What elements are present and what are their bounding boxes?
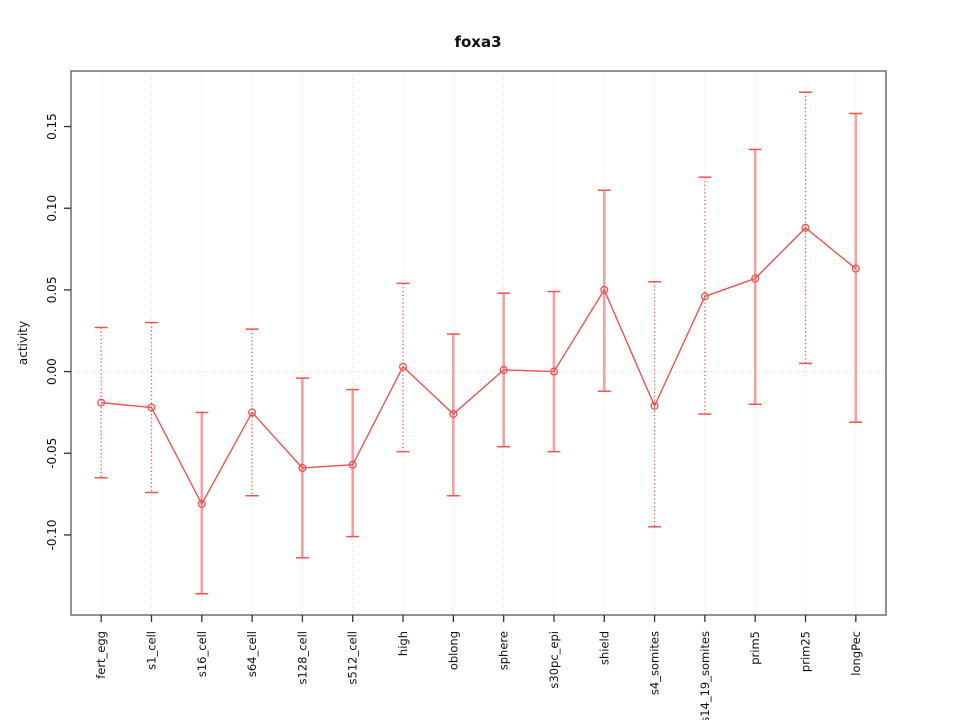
data-point [650, 401, 659, 410]
x-tick-label: s16_cell [195, 631, 209, 677]
data-point [348, 460, 357, 469]
data-point [147, 403, 156, 412]
data-point [600, 285, 609, 294]
y-tick-label: -0.10 [45, 519, 59, 550]
data-point [700, 292, 709, 301]
data-point [801, 223, 810, 232]
plot-box [70, 70, 887, 616]
x-tick-label: high [396, 631, 410, 656]
data-point [449, 410, 458, 419]
data-point [248, 408, 257, 417]
x-tick-label: oblong [446, 631, 460, 670]
x-tick-label: s512_cell [346, 631, 360, 684]
axes-layer: -0.10 -0.05 0.00 0.05 0.10 0.15 fert_egg s1_cel… [45, 70, 887, 720]
x-tick-label: s4_somites [648, 631, 662, 695]
y-tick-label: 0.00 [45, 358, 59, 385]
x-tick-label: s128_cell [295, 631, 309, 684]
x-tick-label: s1_cell [144, 631, 158, 670]
x-tick-label: shield [597, 631, 611, 665]
x-tick-label: s64_cell [245, 631, 259, 677]
x-tick-label: longPec [849, 631, 863, 676]
series-line [101, 226, 857, 506]
x-tick-label: prim5 [748, 631, 762, 665]
x-tick-label: fert_egg [94, 631, 108, 679]
y-tick-label: -0.05 [45, 438, 59, 469]
data-point [97, 398, 106, 407]
y-tick-label: 0.05 [45, 277, 59, 304]
y-axis-label: activity [16, 321, 30, 365]
data-point [549, 367, 559, 376]
x-tick-label: prim25 [799, 631, 813, 672]
x-tick-label: sphere [497, 631, 511, 670]
data-layer [94, 91, 863, 595]
data-point [751, 274, 760, 283]
x-tick-label: s30pc_epi [547, 631, 561, 689]
y-tick-label: 0.10 [45, 195, 59, 222]
data-point [398, 362, 408, 371]
data-point [851, 264, 860, 273]
data-point [499, 365, 508, 375]
y-tick-label: 0.15 [45, 113, 59, 140]
data-point [298, 463, 307, 473]
data-point [197, 499, 206, 508]
chart-title: foxa3 [454, 33, 501, 51]
gridlines-layer [71, 71, 886, 615]
x-tick-label: s14_19_somites [698, 631, 712, 720]
